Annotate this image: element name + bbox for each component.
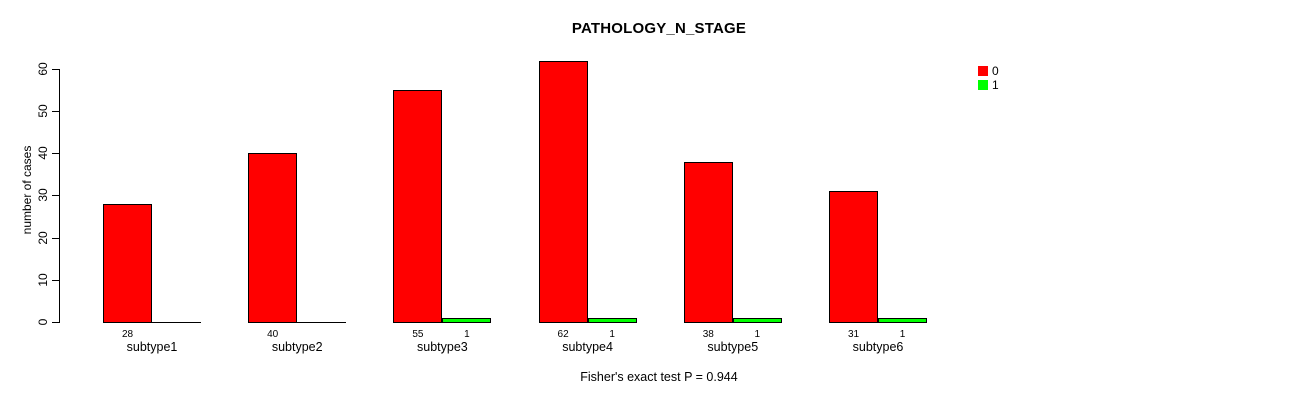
bar-1-subtype3 <box>442 318 492 323</box>
y-tick-label: 40 <box>36 146 50 161</box>
bar-value-label: 55 <box>412 329 424 340</box>
y-tick-label: 50 <box>36 104 50 118</box>
x-category-label: subtype3 <box>417 340 468 354</box>
y-tick <box>52 111 59 113</box>
bar-value-label: 31 <box>847 329 860 340</box>
y-tick-label: 20 <box>36 230 50 245</box>
caption-fisher-test: Fisher's exact test P = 0.944 <box>580 370 738 384</box>
y-tick <box>52 195 59 197</box>
bar-value-label: 1 <box>754 329 761 340</box>
x-category-label: subtype6 <box>852 340 904 354</box>
bar-1-subtype6 <box>878 318 927 323</box>
y-tick-label: 60 <box>36 62 50 76</box>
bar-value-label: 1 <box>899 329 906 340</box>
legend-swatch-green <box>978 80 988 90</box>
y-tick <box>52 153 59 155</box>
bar-0-subtype1 <box>103 204 152 323</box>
bar-1-subtype4 <box>587 318 637 323</box>
group-baseline <box>103 322 201 323</box>
x-category-label: subtype2 <box>271 340 323 354</box>
bar-0-subtype6 <box>829 191 878 323</box>
x-category-label: subtype1 <box>126 340 178 354</box>
y-tick-label: 30 <box>36 188 50 203</box>
bar-value-label: 1 <box>464 329 470 340</box>
legend-label-0: 0 <box>992 64 999 78</box>
bar-value-label: 1 <box>609 329 615 340</box>
bar-0-subtype4 <box>538 61 588 323</box>
bar-1-subtype5 <box>732 318 782 323</box>
y-tick-label: 10 <box>36 273 50 287</box>
y-tick <box>52 322 59 323</box>
bar-value-label: 28 <box>121 329 134 340</box>
y-axis-line <box>59 68 60 323</box>
x-category-label: subtype4 <box>562 340 613 354</box>
y-tick <box>52 68 59 70</box>
y-tick <box>52 237 59 239</box>
bar-0-subtype5 <box>683 162 733 323</box>
x-category-label: subtype5 <box>707 340 759 354</box>
legend-swatch-red <box>978 66 988 76</box>
legend-item-1: 1 <box>978 78 999 92</box>
bar-0-subtype3 <box>393 90 443 323</box>
y-tick-label: 0 <box>36 318 50 326</box>
bar-value-label: 40 <box>267 329 279 340</box>
chart-title: PATHOLOGY_N_STAGE <box>571 20 747 37</box>
legend-item-0: 0 <box>978 64 999 78</box>
legend-label-1: 1 <box>992 78 999 92</box>
group-baseline <box>248 322 347 323</box>
legend: 0 1 <box>978 64 999 92</box>
bar-value-label: 62 <box>557 329 569 340</box>
y-tick <box>52 279 59 281</box>
bar-value-label: 38 <box>702 329 714 340</box>
bar-0-subtype2 <box>248 153 298 323</box>
